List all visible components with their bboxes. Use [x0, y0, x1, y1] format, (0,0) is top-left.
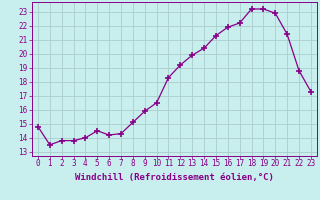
X-axis label: Windchill (Refroidissement éolien,°C): Windchill (Refroidissement éolien,°C)	[75, 173, 274, 182]
